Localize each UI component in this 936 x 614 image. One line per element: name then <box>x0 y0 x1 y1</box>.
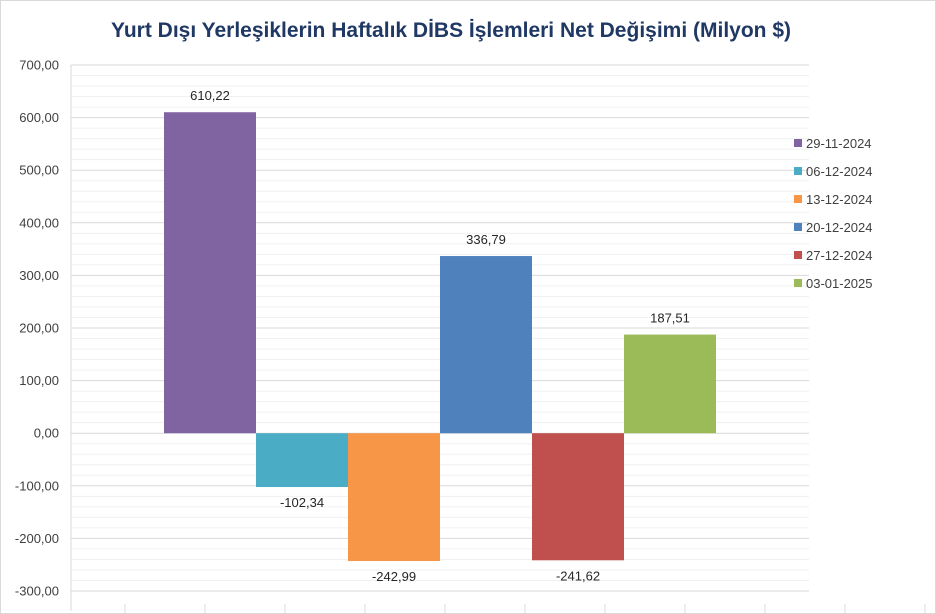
bar <box>624 334 716 434</box>
legend-item: 06-12-2024 <box>794 157 873 185</box>
data-labels: 610,22 -102,34 -242,99 336,79 -241,62 187,51 <box>190 88 690 584</box>
bar <box>256 433 348 488</box>
bar <box>532 433 624 561</box>
y-tick-label: -200,00 <box>15 531 59 546</box>
legend-swatch <box>794 195 802 203</box>
y-tick-label: 0,00 <box>34 426 59 441</box>
y-tick-label: 700,00 <box>19 58 59 73</box>
legend-swatch <box>794 223 802 231</box>
bar <box>348 433 440 562</box>
legend-label: 29-11-2024 <box>806 135 872 151</box>
legend: 29-11-2024 06-12-2024 13-12-2024 20-12-2024… <box>794 129 873 297</box>
data-label: 610,22 <box>190 88 230 103</box>
y-axis-labels: 700,00 600,00 500,00 400,00 300,00 200,00 100,… <box>15 58 59 599</box>
legend-swatch <box>794 279 802 287</box>
data-label: -102,34 <box>280 495 324 510</box>
legend-swatch <box>794 139 802 147</box>
legend-item: 27-12-2024 <box>794 241 873 269</box>
y-tick-label: 500,00 <box>19 163 59 178</box>
y-tick-label: 600,00 <box>19 110 59 125</box>
legend-item: 03-01-2025 <box>794 269 873 297</box>
legend-swatch <box>794 167 802 175</box>
legend-label: 06-12-2024 <box>806 163 873 179</box>
y-tick-label: 300,00 <box>19 268 59 283</box>
y-tick-label: 100,00 <box>19 373 59 388</box>
data-label: 336,79 <box>466 232 506 247</box>
chart-title: Yurt Dışı Yerleşiklerin Haftalık DİBS İş… <box>110 19 792 42</box>
y-tick-label: 400,00 <box>19 215 59 230</box>
legend-item: 29-11-2024 <box>794 129 873 157</box>
legend-label: 13-12-2024 <box>806 191 873 207</box>
legend-swatch <box>794 251 802 259</box>
legend-item: 13-12-2024 <box>794 185 873 213</box>
data-label: 187,51 <box>650 311 690 326</box>
data-label: -241,62 <box>556 568 600 583</box>
legend-label: 27-12-2024 <box>806 247 873 263</box>
legend-label: 20-12-2024 <box>806 219 873 235</box>
bars <box>164 112 716 562</box>
data-label: -242,99 <box>372 569 416 584</box>
y-tick-label: -100,00 <box>15 478 59 493</box>
legend-item: 20-12-2024 <box>794 213 873 241</box>
legend-label: 03-01-2025 <box>806 275 873 291</box>
y-tick-label: 200,00 <box>19 321 59 336</box>
x-axis-ticks <box>124 604 926 613</box>
y-tick-label: -300,00 <box>15 584 59 599</box>
bar <box>440 256 532 434</box>
bar <box>164 112 256 434</box>
